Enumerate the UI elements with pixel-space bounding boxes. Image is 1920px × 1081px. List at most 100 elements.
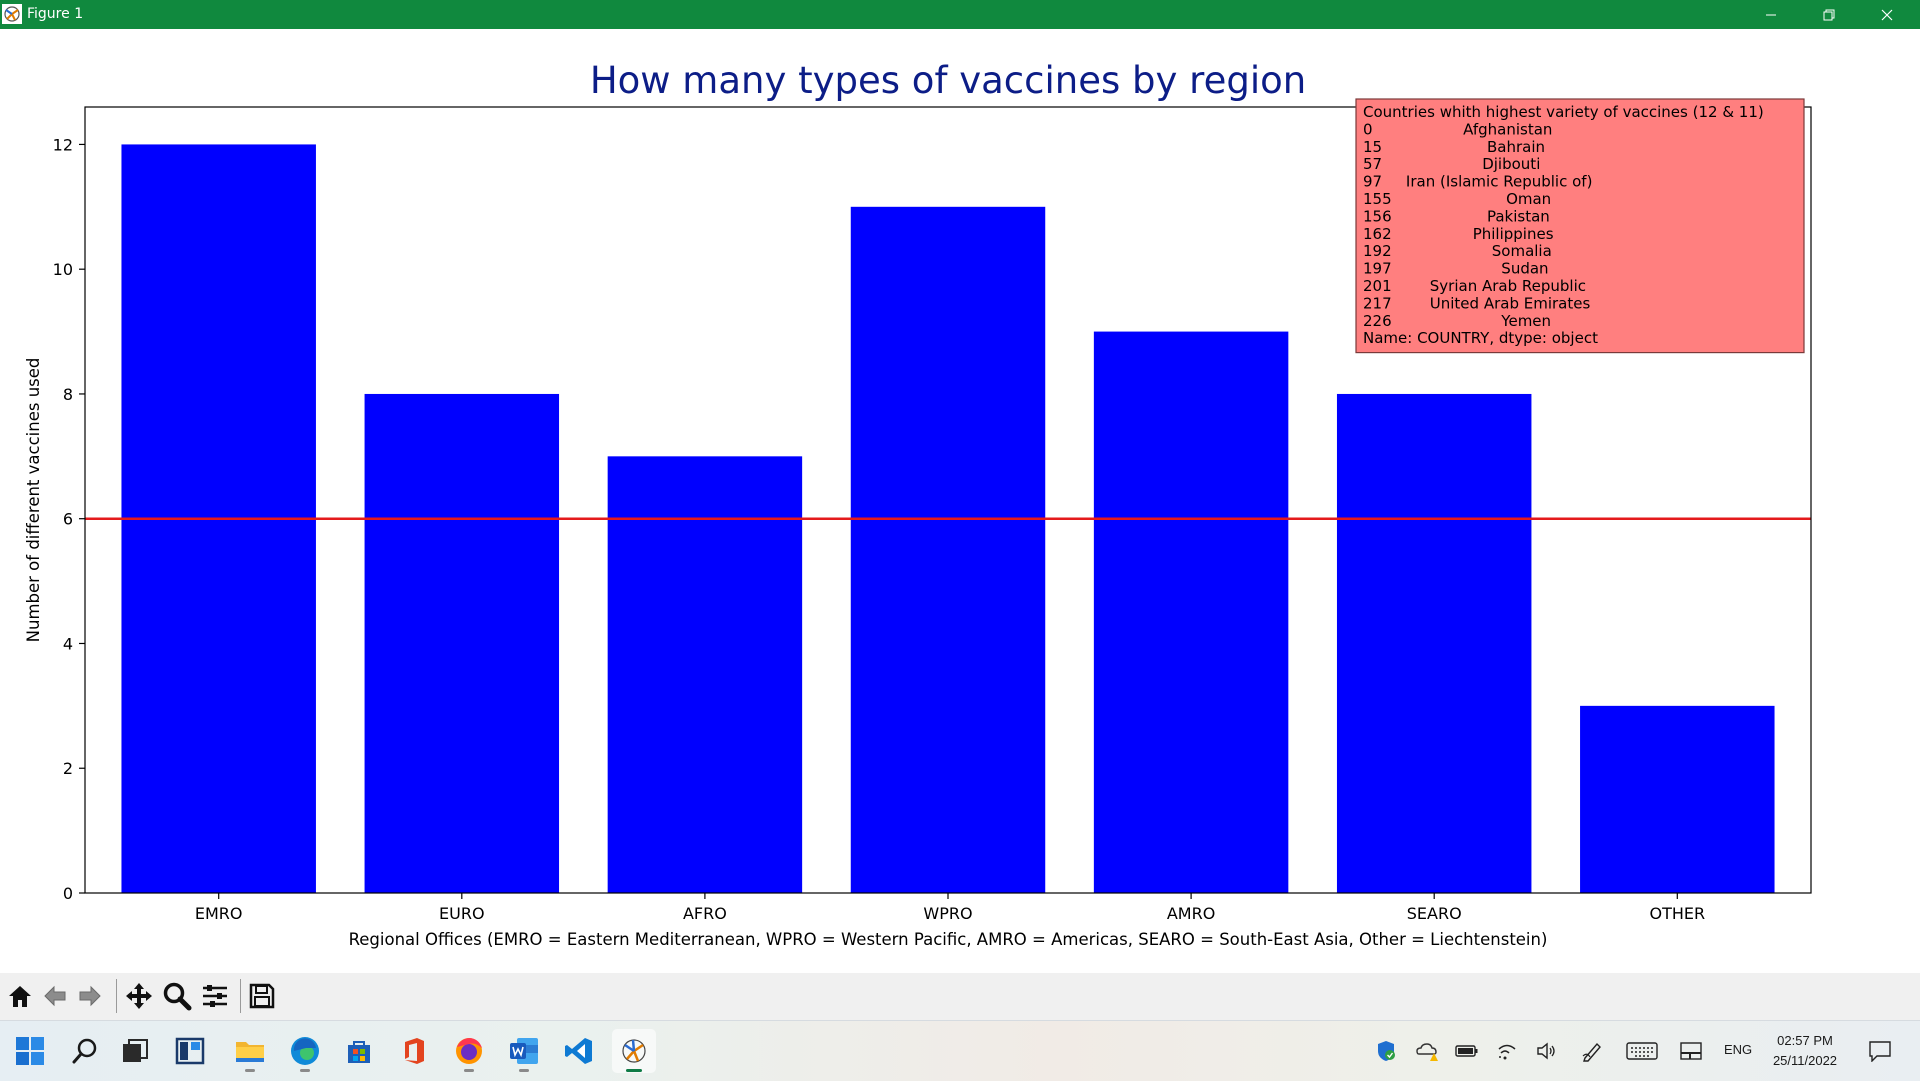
start-button[interactable] bbox=[8, 1029, 52, 1073]
bar-afro bbox=[607, 456, 803, 893]
volume-tray[interactable] bbox=[1535, 1038, 1559, 1064]
annotation-box bbox=[1355, 98, 1805, 354]
x-tick-label: OTHER bbox=[1649, 904, 1705, 923]
annotation-line: 217 United Arab Emirates bbox=[1363, 294, 1590, 312]
wifi-icon bbox=[1498, 1044, 1516, 1060]
chart-title: How many types of vaccines by region bbox=[590, 59, 1306, 102]
window-title: Figure 1 bbox=[27, 6, 84, 22]
close-icon bbox=[1881, 9, 1893, 20]
firefox-button[interactable] bbox=[447, 1029, 491, 1073]
notification-button[interactable] bbox=[1865, 1038, 1895, 1064]
annotation-line: Name: COUNTRY, dtype: object bbox=[1363, 329, 1598, 347]
office-icon bbox=[405, 1038, 424, 1064]
clock-date: 25/11/2022 bbox=[1772, 1053, 1838, 1068]
bar-wpro bbox=[850, 206, 1046, 894]
touch-keyboard-icon bbox=[1626, 1042, 1658, 1060]
window-titlebar: Figure 1 bbox=[0, 0, 1920, 29]
taskbar: ENG 02:57 PM 25/11/2022 bbox=[0, 1020, 1920, 1081]
office-button[interactable] bbox=[392, 1029, 436, 1073]
taskbar-search-button[interactable] bbox=[63, 1029, 107, 1073]
file-explorer-button[interactable] bbox=[228, 1029, 272, 1073]
widgets-icon bbox=[175, 1037, 205, 1065]
x-tick-label: WPRO bbox=[923, 904, 972, 923]
pen-tray[interactable] bbox=[1580, 1038, 1604, 1064]
forward-button[interactable] bbox=[73, 979, 107, 1013]
back-button[interactable] bbox=[38, 979, 72, 1013]
word-icon bbox=[510, 1038, 538, 1064]
bar-chart: How many types of vaccines by region 0 2 4 6… bbox=[24, 59, 1812, 949]
vscode-button[interactable] bbox=[557, 1029, 601, 1073]
battery-icon bbox=[1455, 1045, 1478, 1057]
annotation-line: 197 Sudan bbox=[1363, 260, 1549, 278]
file-explorer-icon bbox=[236, 1042, 264, 1062]
annotation-line: 97 Iran (Islamic Republic of) bbox=[1363, 173, 1592, 191]
input-language[interactable]: ENG bbox=[1724, 1042, 1753, 1057]
y-axis-label: Number of different vaccines used bbox=[24, 358, 43, 643]
pan-icon bbox=[126, 983, 152, 1009]
tablet-mode-icon bbox=[1680, 1042, 1702, 1060]
security-tray[interactable] bbox=[1374, 1038, 1398, 1064]
firefox-icon bbox=[456, 1038, 482, 1064]
y-tick-label: 12 bbox=[53, 135, 73, 154]
save-icon bbox=[249, 983, 275, 1009]
y-tick-label: 6 bbox=[63, 510, 73, 529]
python-figure-button[interactable] bbox=[612, 1029, 656, 1073]
bar-amro bbox=[1093, 331, 1289, 894]
task-view-button[interactable] bbox=[113, 1029, 157, 1073]
save-button[interactable] bbox=[245, 979, 279, 1013]
bar-euro bbox=[364, 393, 560, 893]
x-tick-label: SEARO bbox=[1407, 904, 1462, 923]
home-icon bbox=[9, 986, 31, 1007]
back-arrow-icon bbox=[44, 985, 66, 1007]
restore-button[interactable] bbox=[1800, 0, 1858, 29]
annotation-line: 226 Yemen bbox=[1363, 312, 1551, 330]
minimize-icon bbox=[1766, 14, 1776, 15]
close-button[interactable] bbox=[1858, 0, 1916, 29]
x-axis-label: Regional Offices (EMRO = Eastern Mediter… bbox=[349, 930, 1548, 949]
annotation-line: 57 Djibouti bbox=[1363, 155, 1540, 173]
word-button[interactable] bbox=[502, 1029, 546, 1073]
edge-button[interactable] bbox=[283, 1029, 327, 1073]
configure-subplots-button[interactable] bbox=[198, 979, 232, 1013]
battery-tray[interactable] bbox=[1454, 1038, 1480, 1064]
microsoft-store-button[interactable] bbox=[337, 1029, 381, 1073]
tablet-mode-tray[interactable] bbox=[1677, 1038, 1705, 1064]
annotation-line: 155 Oman bbox=[1363, 190, 1551, 208]
restore-icon bbox=[1823, 9, 1835, 20]
y-tick-label: 0 bbox=[63, 884, 73, 903]
y-tick-label: 10 bbox=[53, 260, 73, 279]
volume-icon bbox=[1537, 1042, 1555, 1060]
y-tick-label: 4 bbox=[63, 634, 73, 653]
matplotlib-figure-icon bbox=[2, 4, 22, 24]
minimize-button[interactable] bbox=[1742, 0, 1800, 29]
clock[interactable]: 02:57 PM 25/11/2022 bbox=[1760, 1031, 1850, 1071]
y-tick-label: 2 bbox=[63, 759, 73, 778]
touch-keyboard-tray[interactable] bbox=[1625, 1038, 1659, 1064]
configure-subplots-icon bbox=[203, 985, 227, 1007]
pen-icon bbox=[1582, 1042, 1601, 1062]
task-view-icon bbox=[123, 1039, 148, 1062]
python-figure-icon bbox=[622, 1039, 646, 1063]
x-tick-label: AMRO bbox=[1167, 904, 1215, 923]
pan-button[interactable] bbox=[122, 979, 156, 1013]
widgets-button[interactable] bbox=[168, 1029, 212, 1073]
bar-other bbox=[1580, 705, 1775, 893]
clock-time: 02:57 PM bbox=[1777, 1033, 1833, 1048]
onedrive-tray[interactable] bbox=[1414, 1038, 1440, 1064]
figure-toolbar bbox=[0, 973, 1920, 1020]
annotation-line: 162 Philippines bbox=[1363, 225, 1554, 243]
home-button[interactable] bbox=[3, 979, 37, 1013]
y-tick-label: 8 bbox=[63, 385, 73, 404]
annotation-line: 15 Bahrain bbox=[1363, 138, 1545, 156]
edge-icon bbox=[291, 1037, 319, 1065]
annotation-line: 201 Syrian Arab Republic bbox=[1363, 277, 1586, 295]
windows-start-icon bbox=[16, 1037, 44, 1065]
zoom-button[interactable] bbox=[160, 979, 194, 1013]
search-icon bbox=[72, 1038, 97, 1064]
annotation-line: 192 Somalia bbox=[1363, 242, 1552, 260]
annotation-line: 0 Afghanistan bbox=[1363, 120, 1552, 138]
annotation-line: 156 Pakistan bbox=[1363, 207, 1550, 225]
notification-icon bbox=[1869, 1041, 1891, 1062]
wifi-tray[interactable] bbox=[1495, 1038, 1519, 1064]
figure-canvas[interactable]: How many types of vaccines by region 0 2 4 6… bbox=[0, 29, 1920, 973]
